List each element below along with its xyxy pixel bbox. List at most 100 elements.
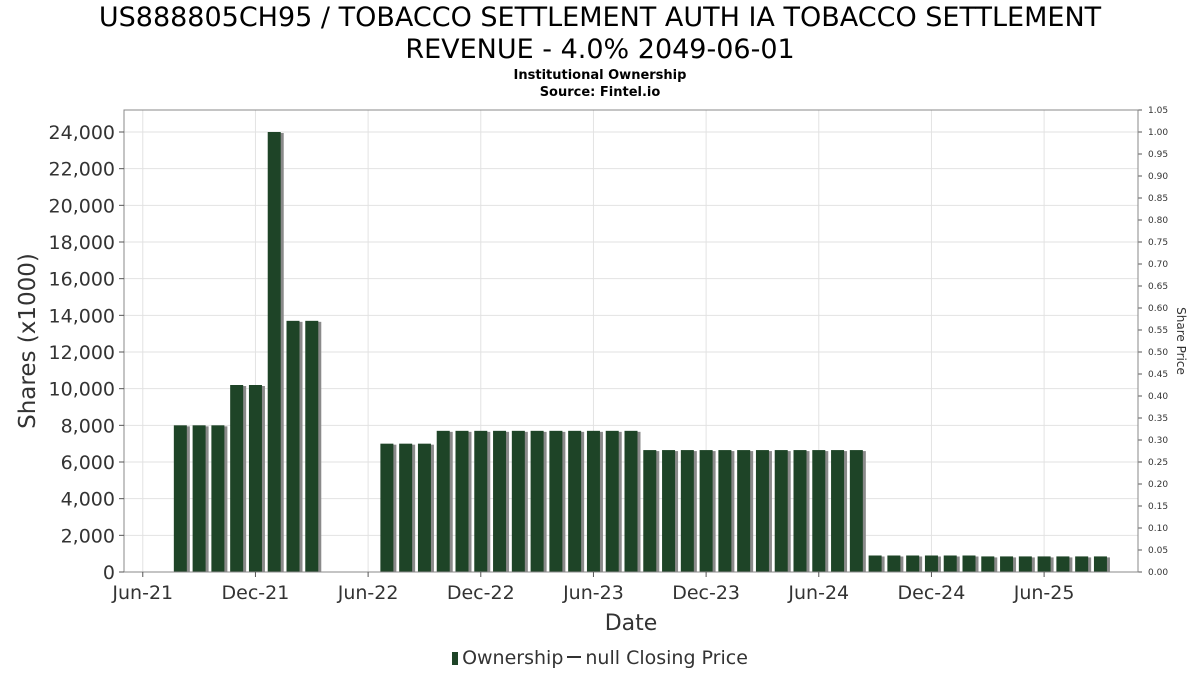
y-axis-label: Shares (x1000) xyxy=(15,253,41,429)
ownership-bar xyxy=(474,430,488,572)
y2-tick-label: 0.85 xyxy=(1148,194,1168,204)
ownership-bar xyxy=(586,430,600,572)
ownership-bar xyxy=(699,450,713,572)
ownership-bar xyxy=(774,450,788,572)
chart-source: Source: Fintel.io xyxy=(539,85,661,100)
ownership-bar xyxy=(1000,556,1014,572)
ownership-bar xyxy=(305,320,319,572)
ownership-bar xyxy=(1056,556,1070,572)
chart-title-line2: REVENUE - 4.0% 2049-06-01 xyxy=(405,34,795,65)
ownership-bar xyxy=(1075,556,1089,572)
x-tick-label: Jun-24 xyxy=(787,582,849,604)
x-tick-label: Dec-24 xyxy=(898,582,966,604)
chart-subtitle: Institutional Ownership xyxy=(513,68,687,83)
y-tick-label: 4,000 xyxy=(61,489,115,511)
y2-tick-label: 0.00 xyxy=(1148,568,1168,578)
x-tick-label: Jun-25 xyxy=(1013,582,1075,604)
ownership-bar xyxy=(173,425,187,572)
ownership-bar xyxy=(549,430,563,572)
y2-tick-label: 0.55 xyxy=(1148,326,1168,336)
ownership-bar xyxy=(718,450,732,572)
y-tick-label: 10,000 xyxy=(49,379,115,401)
y2-tick-label: 0.95 xyxy=(1148,150,1168,160)
y2-tick-label: 0.60 xyxy=(1148,304,1168,314)
y2-tick-label: 0.80 xyxy=(1148,216,1168,226)
y2-tick-label: 0.50 xyxy=(1148,348,1168,358)
ownership-bar xyxy=(1018,556,1032,572)
ownership-bar xyxy=(192,425,206,572)
ownership-bar xyxy=(211,425,225,572)
ownership-bar xyxy=(812,450,826,572)
x-tick-label: Jun-21 xyxy=(111,582,173,604)
y2-tick-label: 1.05 xyxy=(1148,106,1168,116)
y2-tick-label: 0.20 xyxy=(1148,480,1168,490)
ownership-bar xyxy=(887,555,901,572)
ownership-bar xyxy=(793,450,807,572)
ownership-bar xyxy=(662,450,676,572)
ownership-legend-swatch xyxy=(452,652,459,665)
y2-tick-label: 0.10 xyxy=(1148,524,1168,534)
ownership-bar xyxy=(530,430,544,572)
ownership-bar xyxy=(868,555,882,572)
ownership-bar xyxy=(962,555,976,572)
x-tick-label: Dec-23 xyxy=(672,582,740,604)
y2-tick-label: 0.75 xyxy=(1148,238,1168,248)
ownership-bar xyxy=(380,443,394,572)
ownership-bar xyxy=(248,385,262,572)
legend: Ownership null Closing Price xyxy=(0,647,1200,669)
ownership-bar xyxy=(267,132,281,572)
y2-tick-label: 0.25 xyxy=(1148,458,1168,468)
ownership-bar xyxy=(230,385,244,572)
y-tick-label: 20,000 xyxy=(49,195,115,217)
y-tick-label: 16,000 xyxy=(49,269,115,291)
y-tick-label: 24,000 xyxy=(49,122,115,144)
chart-title: US888805CH95 / TOBACCO SETTLEMENT AUTH I… xyxy=(0,2,1200,66)
x-tick-label: Dec-21 xyxy=(222,582,290,604)
y2-tick-label: 1.00 xyxy=(1148,128,1168,138)
ownership-bar xyxy=(493,430,507,572)
x-axis-label: Date xyxy=(605,611,658,636)
ownership-bar xyxy=(568,430,582,572)
plot-frame xyxy=(123,109,1139,573)
y2-tick-label: 0.35 xyxy=(1148,414,1168,424)
y-tick-label: 18,000 xyxy=(49,232,115,254)
ownership-bar xyxy=(1037,556,1051,572)
ownership-bar xyxy=(436,430,450,572)
chart-title-line1: US888805CH95 / TOBACCO SETTLEMENT AUTH I… xyxy=(98,2,1102,33)
ownership-bar xyxy=(680,450,694,572)
y-tick-label: 12,000 xyxy=(49,342,115,364)
ownership-bar xyxy=(831,450,845,572)
x-tick-label: Jun-23 xyxy=(562,582,624,604)
y-tick-label: 2,000 xyxy=(61,525,115,547)
y-tick-label: 6,000 xyxy=(61,452,115,474)
y2-tick-label: 0.90 xyxy=(1148,172,1168,182)
y2-tick-label: 0.05 xyxy=(1148,546,1168,556)
ownership-bar xyxy=(849,450,863,572)
ownership-bar xyxy=(755,450,769,572)
y2-tick-label: 0.65 xyxy=(1148,282,1168,292)
y2-tick-label: 0.15 xyxy=(1148,502,1168,512)
y2-tick-label: 0.40 xyxy=(1148,392,1168,402)
ownership-bar xyxy=(455,430,469,572)
price-legend-line xyxy=(567,656,582,658)
ownership-bar xyxy=(943,555,957,572)
y-tick-label: 0 xyxy=(103,562,115,584)
y-tick-label: 14,000 xyxy=(49,305,115,327)
ownership-bar xyxy=(981,556,995,572)
ownership-bar xyxy=(511,430,525,572)
y-tick-label: 8,000 xyxy=(61,415,115,437)
y2-tick-label: 0.30 xyxy=(1148,436,1168,446)
ownership-bar xyxy=(737,450,751,572)
ownership-bar xyxy=(924,555,938,572)
ownership-bar xyxy=(286,320,300,572)
price-legend-label: null Closing Price xyxy=(585,647,748,669)
y2-tick-label: 0.45 xyxy=(1148,370,1168,380)
ownership-bar xyxy=(399,443,413,572)
ownership-legend-label: Ownership xyxy=(462,647,564,669)
ownership-bar xyxy=(643,450,657,572)
x-tick-label: Jun-22 xyxy=(337,582,399,604)
ownership-bar xyxy=(906,555,920,572)
ownership-bar xyxy=(624,430,638,572)
ownership-bar xyxy=(605,430,619,572)
